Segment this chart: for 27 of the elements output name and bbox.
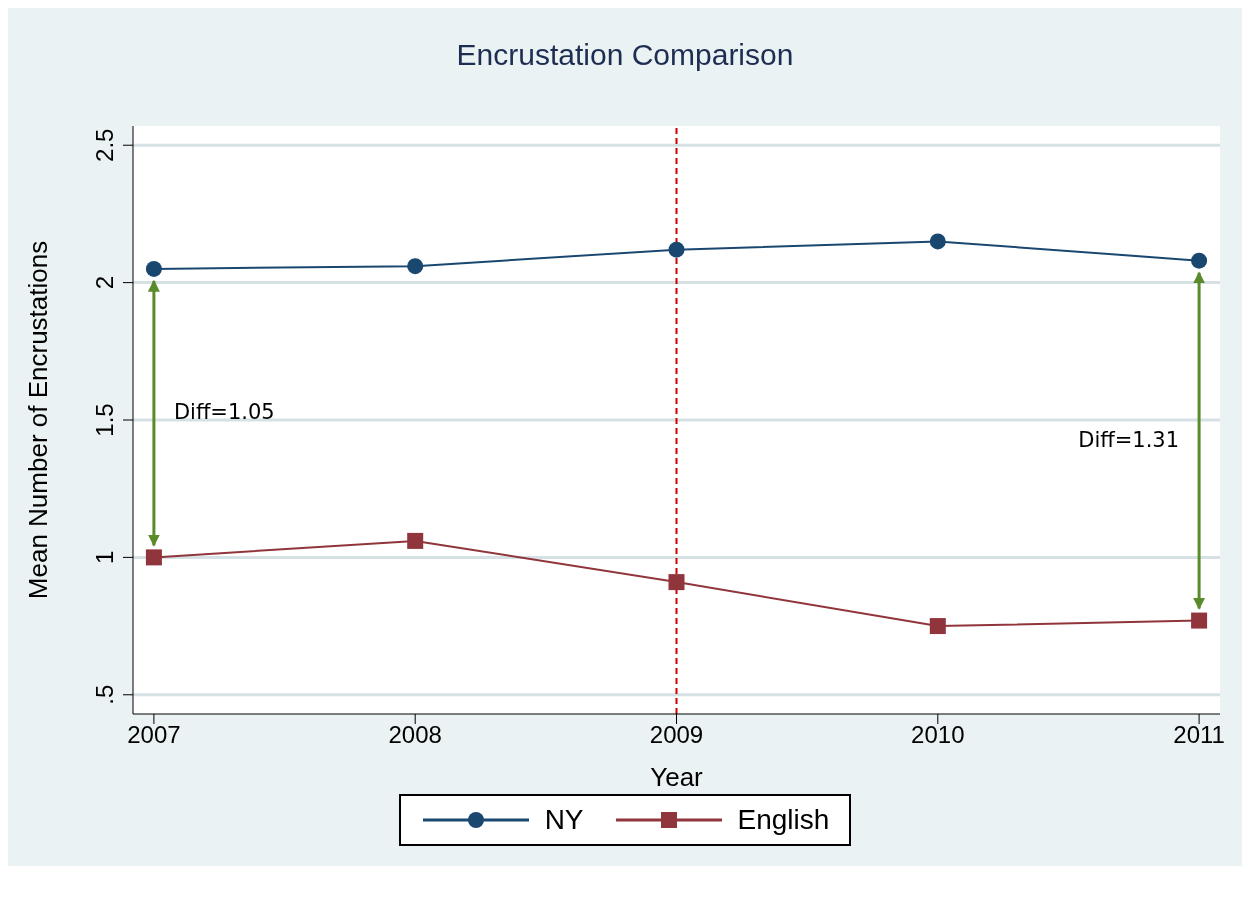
x-tick-label: 2008	[388, 721, 442, 749]
x-tick-label: 2011	[1173, 721, 1225, 749]
point	[929, 618, 946, 635]
x-tick-label: 2009	[649, 721, 704, 749]
legend-label: English	[737, 804, 830, 836]
y-axis-title: Mean Number of Encrustations	[23, 240, 54, 600]
x-axis-title: Year	[650, 762, 704, 792]
point	[668, 241, 685, 258]
x-tick-label: 2007	[127, 721, 181, 749]
x-tick-label: 2010	[911, 721, 965, 749]
legend-label: NY	[544, 804, 584, 836]
y-tick-label: .5	[91, 684, 118, 705]
annotation: Diff=1.31	[1078, 427, 1180, 452]
point	[1191, 612, 1208, 629]
chart-title: Encrustation Comparison	[455, 38, 795, 72]
y-tick-label: 2.5	[91, 128, 118, 162]
point	[407, 258, 424, 275]
point	[1191, 252, 1208, 269]
point	[407, 532, 424, 549]
y-tick-label: 1.5	[91, 403, 118, 437]
point	[668, 574, 685, 591]
y-tick-label: 2	[91, 275, 118, 290]
y-tick-label: 1	[91, 550, 118, 565]
point	[929, 233, 946, 250]
point	[145, 549, 162, 566]
annotation: Diff=1.05	[173, 400, 275, 425]
point	[145, 260, 162, 277]
